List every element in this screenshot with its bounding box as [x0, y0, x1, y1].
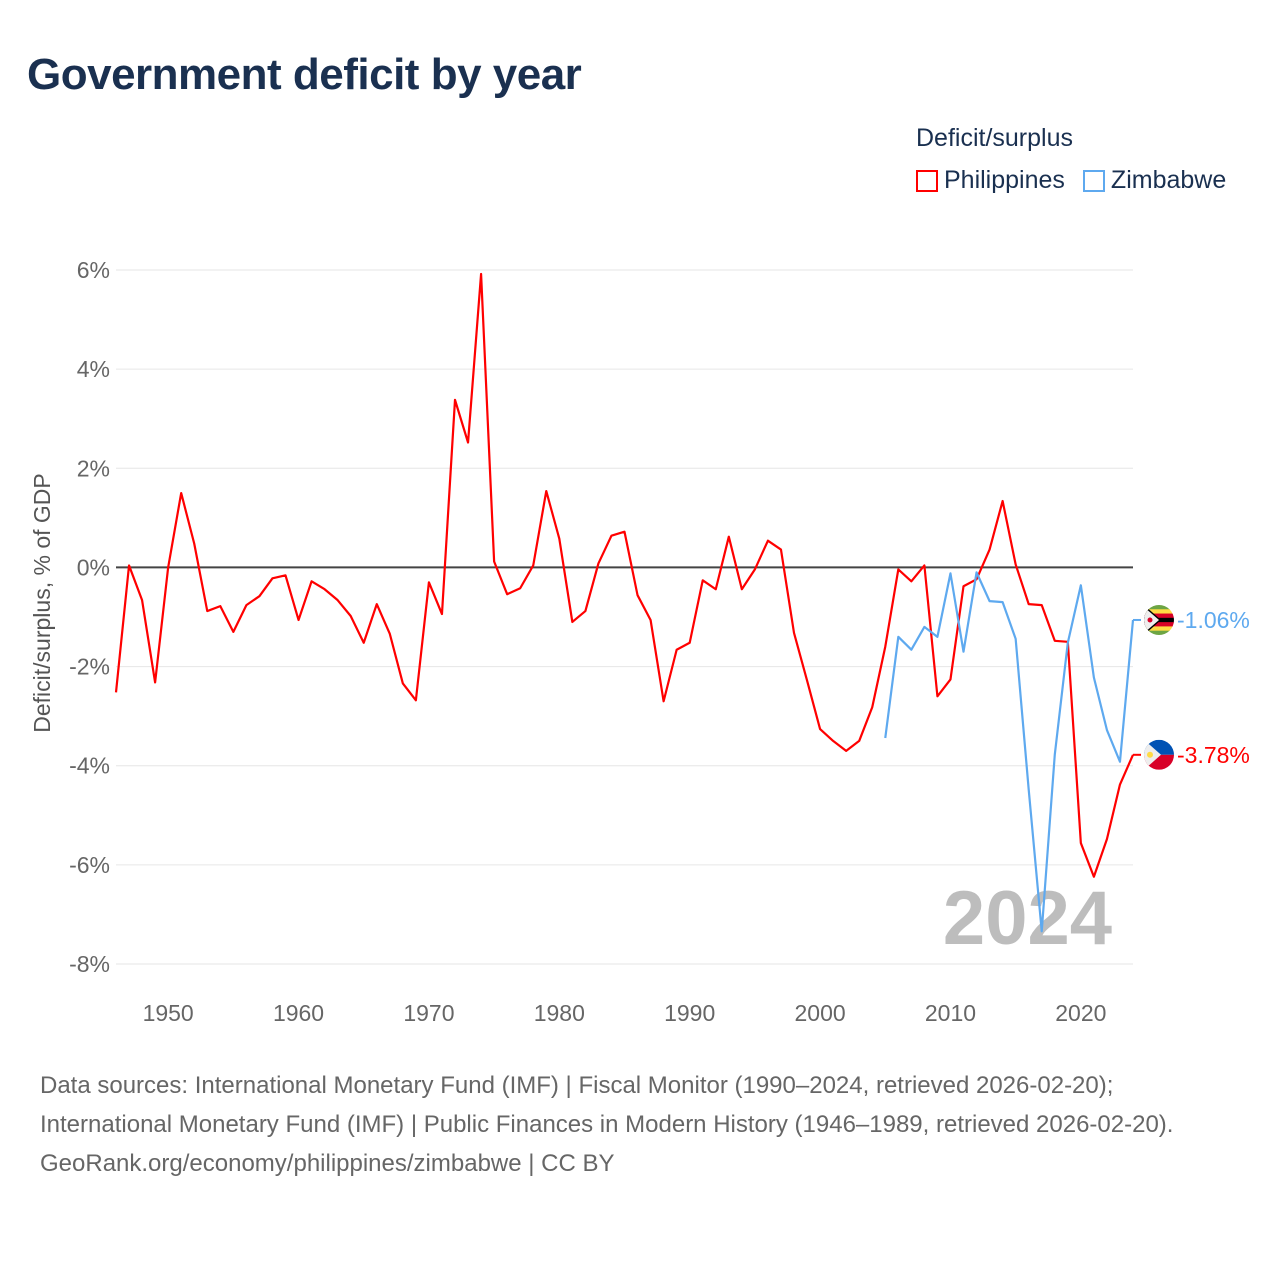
x-tick-label: 1960: [273, 1000, 324, 1026]
series-line-philippines: [114, 272, 1135, 878]
y-tick-label: -4%: [69, 753, 110, 779]
legend-swatch-philippines: [916, 169, 938, 192]
y-tick-label: -8%: [69, 951, 110, 977]
end-value-label-philippines: -3.78%: [1177, 742, 1250, 768]
source-link[interactable]: GeoRank.org/economy/philippines/zimbabwe…: [40, 1150, 615, 1177]
y-tick-label: -6%: [69, 852, 110, 878]
legend: Philippines Zimbabwe: [916, 166, 1226, 195]
y-axis-label: Deficit/surplus, % of GDP: [29, 473, 55, 732]
x-tick-label: 2020: [1055, 1000, 1106, 1026]
legend-title: Deficit/surplus: [916, 124, 1073, 152]
data-sources: Data sources: International Monetary Fun…: [40, 1072, 1174, 1138]
legend-label-zimbabwe: Zimbabwe: [1110, 166, 1227, 194]
y-tick-label: 0%: [77, 554, 110, 580]
x-tick-label: 1970: [403, 1000, 454, 1026]
legend-swatch-zimbabwe: [1082, 169, 1105, 192]
chart-title: Government deficit by year: [27, 50, 582, 99]
zimbabwe-flag-icon: [1144, 604, 1174, 635]
x-tick-label: 2000: [794, 1000, 845, 1026]
x-tick-label: 1950: [143, 1000, 194, 1026]
footer: Data sources: International Monetary Fun…: [40, 1066, 1240, 1183]
legend-item-philippines[interactable]: Philippines: [916, 166, 1065, 195]
legend-label-philippines: Philippines: [944, 166, 1065, 194]
x-tick-label: 1980: [534, 1000, 585, 1026]
y-tick-label: -2%: [69, 654, 110, 680]
end-value-label-zimbabwe: -1.06%: [1177, 607, 1250, 633]
series-line-zimbabwe: [884, 571, 1135, 933]
philippines-flag-icon: [1144, 739, 1174, 770]
y-tick-label: 4%: [77, 356, 110, 382]
legend-item-zimbabwe[interactable]: Zimbabwe: [1082, 166, 1227, 195]
y-tick-label: 2%: [77, 455, 110, 481]
x-tick-label: 2010: [925, 1000, 976, 1026]
y-tick-label: 6%: [77, 257, 110, 283]
x-tick-label: 1990: [664, 1000, 715, 1026]
current-year-label: 2024: [943, 876, 1112, 961]
